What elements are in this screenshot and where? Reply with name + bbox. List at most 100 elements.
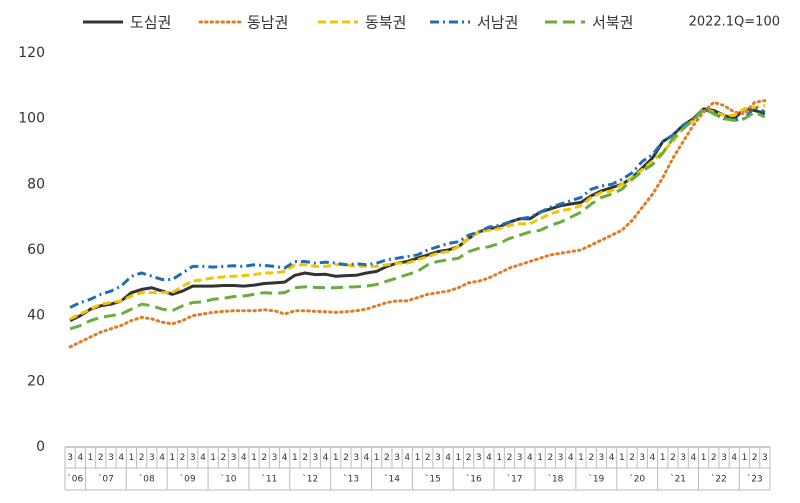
x-tick-label: 4 (731, 453, 737, 463)
series-line (69, 107, 766, 331)
x-tick-label: 4 (282, 453, 288, 463)
year-label: `17 (507, 474, 523, 485)
series-line (69, 104, 766, 321)
x-tick-label: 3 (762, 453, 768, 463)
x-tick-label: 1 (210, 453, 216, 463)
x-tick-label: 4 (118, 453, 124, 463)
x-tick-label: 4 (609, 453, 615, 463)
y-tick-label: 40 (27, 308, 45, 324)
x-tick-label: 1 (619, 453, 625, 463)
legend-label: 동북권 (365, 14, 406, 32)
x-tick-label: 4 (241, 453, 247, 463)
x-tick-label: 3 (149, 453, 155, 463)
y-tick-label: 100 (18, 111, 45, 127)
x-tick-label: 3 (517, 453, 523, 463)
x-tick-label: 3 (272, 453, 278, 463)
x-tick-label: 2 (302, 453, 308, 463)
year-label: `08 (139, 474, 155, 485)
x-tick-label: 4 (364, 453, 370, 463)
legend-label: 서남권 (477, 14, 518, 32)
x-tick-label: 1 (701, 453, 707, 463)
x-tick-label: 4 (77, 453, 83, 463)
x-tick-label: 2 (629, 453, 635, 463)
x-tick-label: 1 (129, 453, 135, 463)
x-tick-label: 1 (742, 453, 748, 463)
y-tick-label: 0 (36, 439, 45, 455)
x-tick-label: 2 (384, 453, 390, 463)
year-label: `07 (98, 474, 114, 485)
x-tick-label: 1 (292, 453, 298, 463)
x-tick-label: 3 (190, 453, 196, 463)
x-tick-label: 3 (435, 453, 441, 463)
y-tick-label: 60 (27, 242, 45, 258)
x-tick-label: 1 (374, 453, 380, 463)
x-tick-label: 1 (660, 453, 666, 463)
x-tick-label: 1 (169, 453, 175, 463)
x-tick-label: 1 (251, 453, 257, 463)
series-line (68, 99, 767, 349)
x-tick-label: 3 (67, 453, 73, 463)
x-tick-label: 3 (599, 453, 605, 463)
y-tick-label: 80 (27, 176, 45, 192)
x-tick-label: 3 (108, 453, 114, 463)
x-tick-label: 3 (639, 453, 645, 463)
x-tick-label: 2 (343, 453, 349, 463)
x-tick-label: 2 (507, 453, 513, 463)
x-tick-label: 2 (711, 453, 717, 463)
x-tick-label: 3 (721, 453, 727, 463)
year-label: `20 (629, 474, 645, 485)
x-tick-label: 4 (568, 453, 574, 463)
x-tick-label: 2 (261, 453, 267, 463)
year-label: `16 (466, 474, 482, 485)
x-tick-label: 4 (404, 453, 410, 463)
x-tick-label: 2 (425, 453, 431, 463)
x-tick-label: 3 (476, 453, 482, 463)
x-tick-label: 2 (139, 453, 145, 463)
year-label: `12 (302, 474, 318, 485)
x-tick-label: 4 (323, 453, 329, 463)
x-tick-label: 2 (588, 453, 594, 463)
legend-label: 서북권 (592, 14, 633, 32)
year-label: `06 (67, 474, 83, 485)
x-tick-label: 2 (670, 453, 676, 463)
x-tick-label: 3 (312, 453, 318, 463)
x-tick-label: 1 (415, 453, 421, 463)
x-tick-label: 2 (466, 453, 472, 463)
year-label: `13 (343, 474, 359, 485)
year-label: `15 (425, 474, 441, 485)
x-tick-label: 1 (456, 453, 462, 463)
year-label: `11 (261, 474, 277, 485)
legend-label: 동남권 (247, 14, 288, 32)
series-line (69, 107, 766, 322)
x-tick-label: 1 (88, 453, 94, 463)
x-tick-label: 2 (98, 453, 104, 463)
year-label: `23 (747, 474, 763, 485)
x-tick-label: 4 (527, 453, 533, 463)
x-tick-label: 4 (159, 453, 165, 463)
x-tick-label: 3 (558, 453, 564, 463)
series-line (69, 105, 766, 309)
year-label: `10 (221, 474, 237, 485)
x-tick-label: 4 (691, 453, 697, 463)
y-tick-label: 120 (18, 45, 45, 61)
x-tick-label: 2 (180, 453, 186, 463)
x-tick-label: 1 (496, 453, 502, 463)
x-tick-label: 3 (680, 453, 686, 463)
year-label: `18 (547, 474, 563, 485)
annotation: 2022.1Q=100 (689, 15, 780, 30)
x-tick-label: 1 (333, 453, 339, 463)
x-tick-label: 4 (445, 453, 451, 463)
x-tick-label: 1 (537, 453, 543, 463)
x-tick-label: 4 (650, 453, 656, 463)
x-tick-label: 3 (353, 453, 359, 463)
year-label: `09 (180, 474, 196, 485)
year-label: `19 (588, 474, 604, 485)
year-label: `22 (711, 474, 727, 485)
x-tick-label: 4 (486, 453, 492, 463)
legend-label: 도심권 (130, 14, 171, 32)
y-tick-label: 20 (27, 373, 45, 389)
x-tick-label: 4 (200, 453, 206, 463)
x-tick-label: 3 (231, 453, 237, 463)
x-tick-label: 3 (394, 453, 400, 463)
